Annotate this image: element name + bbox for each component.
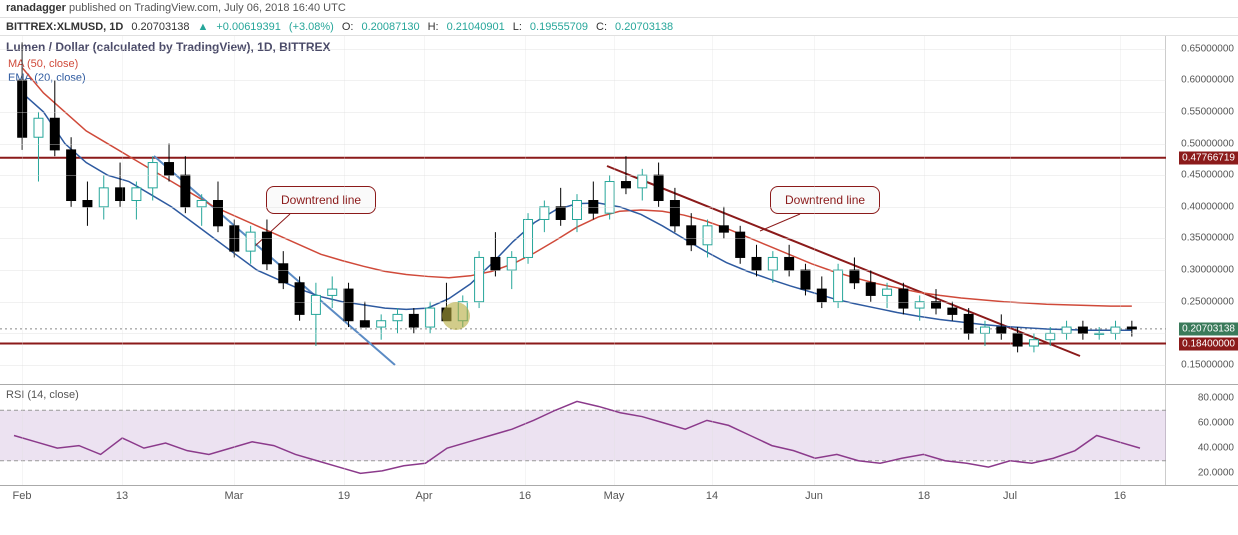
time-tick: 16 <box>1114 490 1126 502</box>
y-tick: 0.50000000 <box>1181 138 1234 149</box>
rsi-tick: 60.0000 <box>1198 417 1234 428</box>
rsi-tick: 20.0000 <box>1198 468 1234 479</box>
price-tag: 0.47766719 <box>1179 151 1238 164</box>
price-pane[interactable]: Lumen / Dollar (calculated by TradingVie… <box>0 36 1166 384</box>
price-axis[interactable]: 0.150000000.200000000.250000000.30000000… <box>1166 36 1238 384</box>
y-tick: 0.40000000 <box>1181 201 1234 212</box>
time-tick: 19 <box>338 490 350 502</box>
highlight-circle <box>442 302 470 330</box>
rsi-svg <box>0 385 1166 486</box>
change-pct: (+3.08%) <box>289 21 334 33</box>
rsi-tick: 40.0000 <box>1198 443 1234 454</box>
o-label: O: <box>342 21 354 33</box>
time-tick: 13 <box>116 490 128 502</box>
l-val: 0.19555709 <box>530 21 588 33</box>
y-tick: 0.60000000 <box>1181 75 1234 86</box>
rsi-tick: 80.0000 <box>1198 392 1234 403</box>
symbol-infobar: BITTREX:XLMUSD, 1D 0.20703138 ▲ +0.00619… <box>0 18 1238 36</box>
y-tick: 0.25000000 <box>1181 296 1234 307</box>
price-svg <box>0 36 1166 384</box>
y-tick: 0.30000000 <box>1181 265 1234 276</box>
rsi-pane[interactable]: RSI (14, close) <box>0 384 1166 485</box>
c-label: C: <box>596 21 607 33</box>
y-tick: 0.55000000 <box>1181 106 1234 117</box>
chart-area[interactable]: Lumen / Dollar (calculated by TradingVie… <box>0 36 1238 485</box>
o-val: 0.20087130 <box>361 21 419 33</box>
l-label: L: <box>513 21 522 33</box>
publish-header: ranadagger published on TradingView.com,… <box>0 0 1238 18</box>
time-axis[interactable]: Feb 13 Mar 19 Apr 16 May 14 Jun 18 Jul 16 <box>0 485 1238 535</box>
time-tick: Jun <box>805 490 823 502</box>
time-tick: Apr <box>415 490 432 502</box>
h-val: 0.21040901 <box>447 21 505 33</box>
price-tag: 0.18400000 <box>1179 337 1238 350</box>
c-val: 0.20703138 <box>615 21 673 33</box>
publish-meta: published on TradingView.com, July 06, 2… <box>66 2 346 14</box>
change-abs: +0.00619391 <box>216 21 281 33</box>
rsi-axis[interactable]: 20.0000 40.0000 60.0000 80.0000 <box>1166 384 1238 485</box>
h-label: H: <box>428 21 439 33</box>
symbol: BITTREX:XLMUSD, 1D <box>6 21 123 33</box>
time-tick: Jul <box>1003 490 1017 502</box>
time-tick: May <box>604 490 625 502</box>
y-tick: 0.45000000 <box>1181 170 1234 181</box>
time-tick: 16 <box>519 490 531 502</box>
arrow-up-icon: ▲ <box>197 21 208 33</box>
y-tick: 0.65000000 <box>1181 43 1234 54</box>
time-tick: Feb <box>13 490 32 502</box>
time-tick: 14 <box>706 490 718 502</box>
y-tick: 0.15000000 <box>1181 360 1234 371</box>
last-price: 0.20703138 <box>131 21 189 33</box>
price-tag: 0.20703138 <box>1179 322 1238 335</box>
y-tick: 0.35000000 <box>1181 233 1234 244</box>
time-tick: Mar <box>225 490 244 502</box>
time-tick: 18 <box>918 490 930 502</box>
author: ranadagger <box>6 2 66 14</box>
